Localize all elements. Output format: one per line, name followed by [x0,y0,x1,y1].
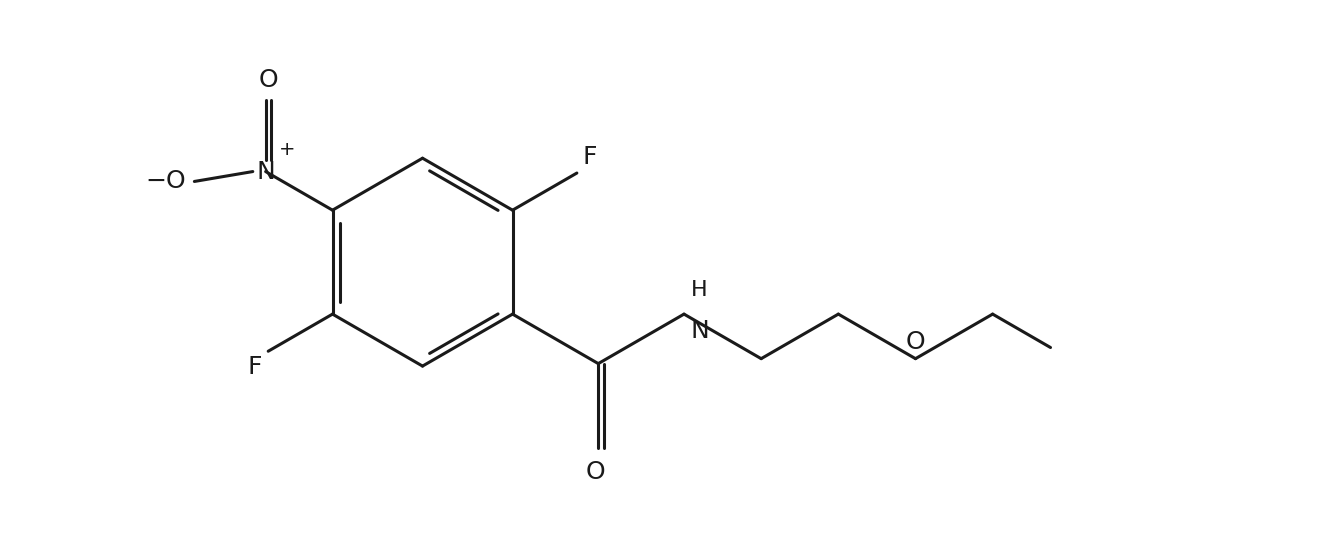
Text: O: O [586,460,605,484]
Text: O: O [258,68,278,92]
Text: +: + [280,140,296,160]
Text: O: O [906,330,925,354]
Text: N: N [257,160,276,184]
Text: H: H [691,280,707,300]
Text: F: F [583,145,597,169]
Text: N: N [691,319,710,343]
Text: −O: −O [146,169,187,193]
Text: F: F [247,355,262,379]
